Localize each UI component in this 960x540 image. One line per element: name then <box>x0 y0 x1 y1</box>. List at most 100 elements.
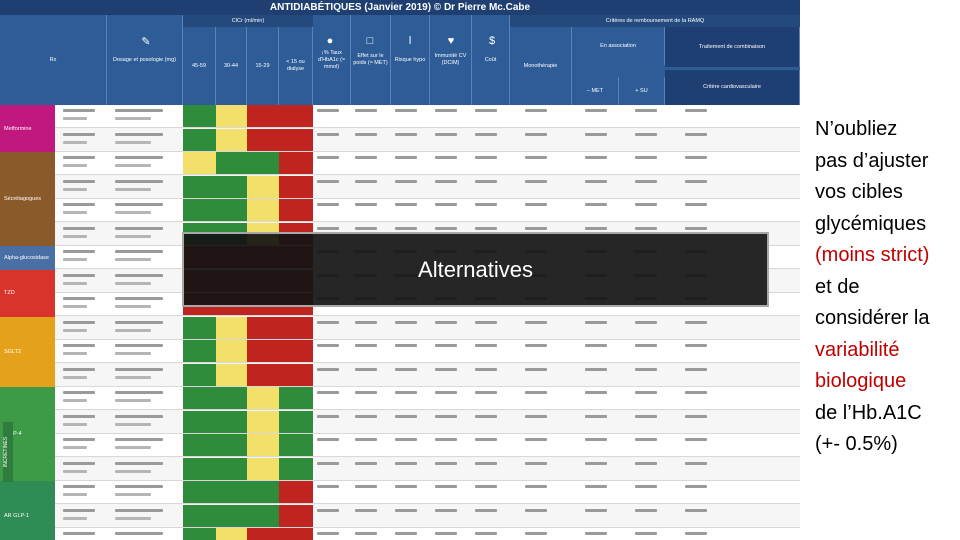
cell-text <box>475 179 497 183</box>
cell-text <box>63 352 87 355</box>
cell-text <box>585 179 607 183</box>
cell-text <box>317 391 339 394</box>
table-row <box>55 340 800 363</box>
cell-text <box>585 414 607 418</box>
cell-text <box>525 508 547 512</box>
cell-text <box>685 461 707 465</box>
cell-text <box>525 367 547 371</box>
ckd-cell <box>279 363 313 386</box>
table-row <box>55 363 800 387</box>
cell-text <box>115 469 151 473</box>
col-cost: Coût <box>472 15 510 105</box>
ckd-cell <box>247 128 279 151</box>
cell-text <box>635 132 657 136</box>
cell-text <box>475 508 497 512</box>
ckd-cell <box>183 175 216 198</box>
ckd-cell <box>183 504 216 527</box>
ckd-cell <box>279 457 313 480</box>
cell-text <box>115 203 163 206</box>
cell-text <box>63 179 95 183</box>
thermometer-icon: ǀ <box>408 35 412 47</box>
cell-text <box>115 344 163 347</box>
cell-text <box>317 367 339 371</box>
syringe-icon: ✎ <box>141 36 151 48</box>
cell-text <box>63 297 95 300</box>
cell-text <box>317 508 339 512</box>
cell-text <box>435 109 457 112</box>
ckd-cell <box>279 504 313 527</box>
cell-text <box>115 446 151 449</box>
ckd-cell <box>247 528 279 540</box>
cell-text <box>317 132 339 136</box>
cell-text <box>63 399 87 402</box>
cell-text <box>635 226 657 230</box>
ckd-cell <box>183 363 216 386</box>
antidiabetics-table-image: ANTIDIABÉTIQUES (Janvier 2019) © Dr Pier… <box>0 0 800 540</box>
drop-icon: ● <box>326 35 334 47</box>
cell-text <box>585 461 607 465</box>
cell-text <box>317 179 339 183</box>
cell-text <box>317 156 339 159</box>
ckd-cell <box>247 152 279 174</box>
ckd-cell <box>216 340 247 362</box>
note-line: de l’Hb.A1C <box>815 401 922 424</box>
ckd-cell <box>183 105 216 127</box>
ckd-cell <box>247 316 279 339</box>
cell-text <box>395 414 417 418</box>
cell-text <box>63 367 95 371</box>
table-row <box>55 175 800 199</box>
table-row <box>55 128 800 152</box>
cell-text <box>395 367 417 371</box>
cell-text <box>525 179 547 183</box>
cell-text <box>585 532 607 535</box>
cell-text <box>475 414 497 418</box>
cell-text <box>475 438 497 441</box>
note-line: et de <box>815 275 860 298</box>
ckd-cell <box>216 199 247 221</box>
cell-text <box>115 250 163 253</box>
col-cardiovascular: Critère cardiovasculaire <box>665 70 800 105</box>
table-row <box>55 504 800 528</box>
note-line: glycémiques <box>815 212 927 235</box>
cell-text <box>435 532 457 535</box>
note-line: considérer la <box>815 307 930 329</box>
ckd-cell <box>247 457 279 480</box>
cell-text <box>115 140 151 144</box>
alternatives-overlay: Alternatives <box>182 232 769 307</box>
table-header: ClCr (ml/min) Critères de remboursement … <box>0 15 800 105</box>
ckd-cell <box>279 528 313 540</box>
cell-text <box>685 414 707 418</box>
cell-text <box>355 156 377 159</box>
cell-text <box>525 438 547 441</box>
cell-text <box>585 109 607 112</box>
cell-text <box>63 211 87 214</box>
ckd-cell <box>247 387 279 409</box>
cell-text <box>115 485 163 488</box>
ckd-cell <box>279 152 313 174</box>
col-combination: Traitement de combinaison <box>665 27 800 67</box>
cell-text <box>685 391 707 394</box>
cell-text <box>435 132 457 136</box>
cell-text <box>317 320 339 324</box>
cell-text <box>395 226 417 230</box>
cell-text <box>63 250 95 253</box>
header-cardiovascular-box <box>665 70 800 105</box>
ckd-cell <box>183 152 216 174</box>
ckd-cell <box>216 105 247 127</box>
ckd-cell <box>279 105 313 127</box>
cell-text <box>395 532 417 535</box>
cell-text <box>395 132 417 136</box>
ckd-cell <box>247 434 279 456</box>
cell-text <box>63 234 87 238</box>
cell-text <box>115 352 151 355</box>
ckd-cell <box>183 410 216 433</box>
table-row <box>55 387 800 410</box>
col-minus-met: – MET <box>572 77 619 105</box>
cell-text <box>435 438 457 441</box>
ckd-cell <box>183 199 216 221</box>
cell-text <box>63 320 95 324</box>
note-line: (+- 0.5%) <box>815 433 898 455</box>
cell-text <box>525 132 547 136</box>
cell-text <box>355 438 377 441</box>
cell-text <box>395 203 417 206</box>
